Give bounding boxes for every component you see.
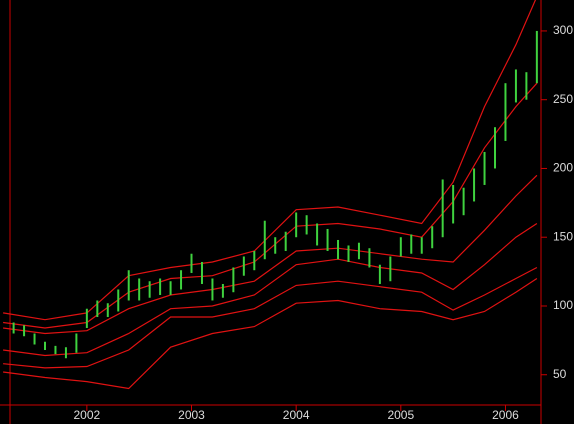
y-tick-label: 300 [553,23,573,37]
y-tick-label: 250 [553,92,573,106]
y-tick-label: 100 [553,298,573,312]
y-tick-label: 50 [553,367,567,381]
y-tick-label: 200 [553,161,573,175]
envelope-line [3,266,538,369]
x-tick-label: 2004 [283,408,310,422]
plot-area [3,0,538,390]
envelope-line [3,174,538,335]
envelope-line [3,222,538,357]
x-tick-label: 2003 [178,408,205,422]
envelope-line [3,277,538,390]
y-tick-label: 150 [553,229,573,243]
x-tick-label: 2006 [492,408,519,422]
x-tick-label: 2005 [387,408,414,422]
x-tick-label: 2002 [74,408,101,422]
envelope-line [3,0,537,321]
